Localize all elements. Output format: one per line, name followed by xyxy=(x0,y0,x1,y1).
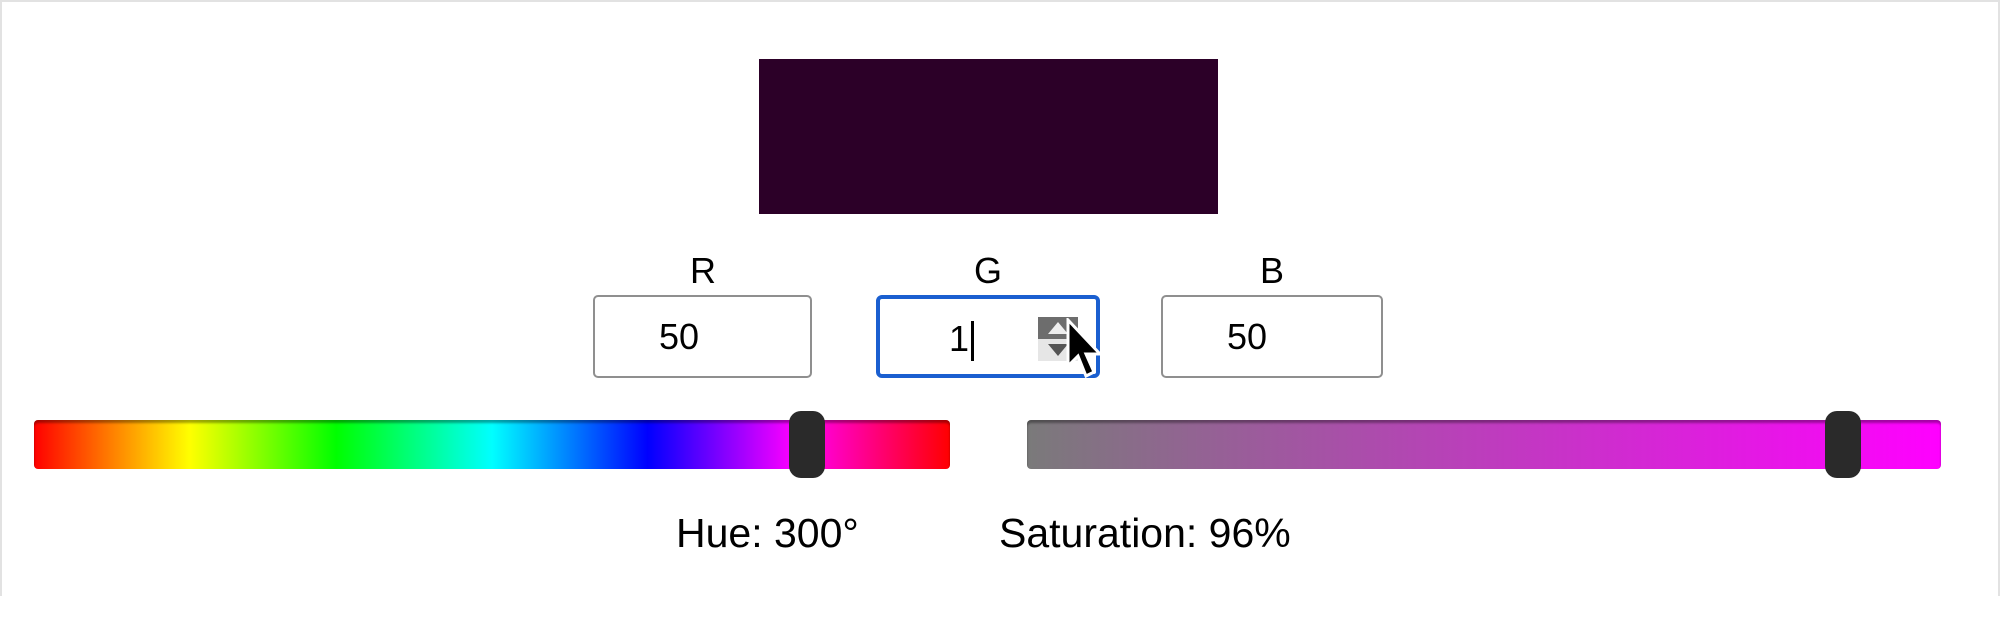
g-input[interactable]: 1 xyxy=(876,295,1100,378)
label-g: G xyxy=(973,250,1002,291)
saturation-slider-track[interactable] xyxy=(1027,420,1941,469)
text-caret xyxy=(971,321,974,362)
color-preview-swatch xyxy=(759,59,1218,214)
b-input[interactable]: 50 xyxy=(1161,295,1383,378)
saturation-slider-thumb[interactable] xyxy=(1825,411,1862,478)
g-input-value: 1 xyxy=(949,299,974,378)
saturation-readout: Saturation: 96% xyxy=(999,510,1291,556)
mouse-pointer-icon xyxy=(1066,318,1104,379)
hue-readout: Hue: 300° xyxy=(676,510,859,556)
label-b: B xyxy=(1259,250,1284,291)
app-frame xyxy=(0,0,2000,596)
hue-slider-thumb[interactable] xyxy=(788,411,825,478)
label-r: R xyxy=(690,250,716,291)
r-input[interactable]: 50 xyxy=(593,295,812,378)
